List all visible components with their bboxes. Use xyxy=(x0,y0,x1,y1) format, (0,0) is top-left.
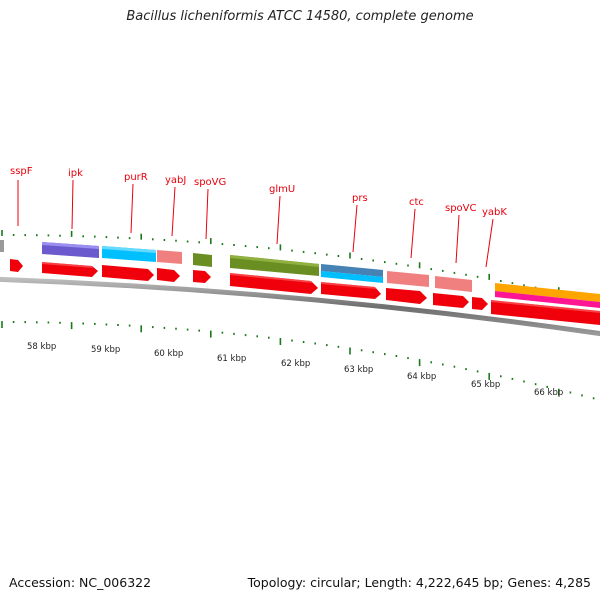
gene-label-yabJ: yabJ xyxy=(165,175,186,186)
scale-label-64kbp: 64 kbp xyxy=(407,372,436,382)
cds-arrow xyxy=(102,265,154,281)
cog-feature-track xyxy=(0,240,600,308)
gene-label-prs: prs xyxy=(352,193,368,204)
cog-feature-yabJ xyxy=(157,250,182,264)
leader-line xyxy=(455,214,460,264)
leader-line xyxy=(352,204,358,253)
scale-label-66kbp: 66 kbp xyxy=(534,388,563,398)
leader-line xyxy=(205,188,209,240)
gene-label-yabK: yabK xyxy=(482,207,507,218)
cog-feature xyxy=(0,240,4,252)
scale-labels: 58 kbp 59 kbp 60 kbp 61 kbp 62 kbp 63 kb… xyxy=(27,342,563,398)
cog-feature-highlight xyxy=(42,242,99,249)
cds-arrow xyxy=(386,288,427,304)
cog-feature-highlight xyxy=(102,246,156,253)
scale-label-61kbp: 61 kbp xyxy=(217,354,246,364)
gene-label-purR: purR xyxy=(124,172,148,183)
leader-line xyxy=(485,218,494,268)
gene-labels: sspF ipk purR yabJ spoVG glmU prs ctc sp… xyxy=(10,166,507,268)
cds-arrow xyxy=(230,273,318,294)
cds-arrow xyxy=(433,293,469,308)
scale-label-60kbp: 60 kbp xyxy=(154,349,183,359)
genome-summary-text: Topology: circular; Length: 4,222,645 bp… xyxy=(247,575,591,590)
gene-label-spoVG: spoVG xyxy=(194,177,226,188)
cog-feature-prs-b xyxy=(321,271,383,283)
gene-label-spoVC: spoVC xyxy=(445,203,477,214)
scale-label-65kbp: 65 kbp xyxy=(471,380,500,390)
leader-line xyxy=(171,186,176,237)
gene-label-sspF: sspF xyxy=(10,166,33,177)
leader-line xyxy=(410,208,416,259)
cds-arrow xyxy=(157,268,180,282)
cds-arrow xyxy=(193,270,211,283)
cds-arrow xyxy=(491,300,600,325)
scale-label-62kbp: 62 kbp xyxy=(281,359,310,369)
cog-feature-highlight xyxy=(230,255,319,267)
cds-arrow xyxy=(472,297,488,310)
gene-label-glmU: glmU xyxy=(269,184,295,195)
gene-label-ipk: ipk xyxy=(68,168,83,179)
cog-feature-yabK-b xyxy=(495,291,600,308)
cog-feature-spoVG xyxy=(193,253,212,267)
scale-label-58kbp: 58 kbp xyxy=(27,342,56,352)
accession-text: Accession: NC_006322 xyxy=(9,575,152,590)
scale-label-59kbp: 59 kbp xyxy=(91,345,120,355)
cog-feature-spoVC xyxy=(435,276,472,292)
gene-label-ctc: ctc xyxy=(409,197,424,208)
leader-line xyxy=(130,183,134,234)
lower-tick-track xyxy=(1,321,595,400)
map-title: Bacillus licheniformis ATCC 14580, compl… xyxy=(126,9,474,24)
leader-line xyxy=(276,195,281,245)
cog-feature-yabK-a xyxy=(495,283,600,302)
leader-line xyxy=(71,179,74,230)
cog-feature-prs-a xyxy=(321,264,383,277)
cds-highlight xyxy=(42,262,600,313)
cog-feature-ctc xyxy=(387,271,429,287)
genome-backbone xyxy=(0,276,600,337)
cds-arrow xyxy=(10,259,23,272)
scale-label-63kbp: 63 kbp xyxy=(344,365,373,375)
